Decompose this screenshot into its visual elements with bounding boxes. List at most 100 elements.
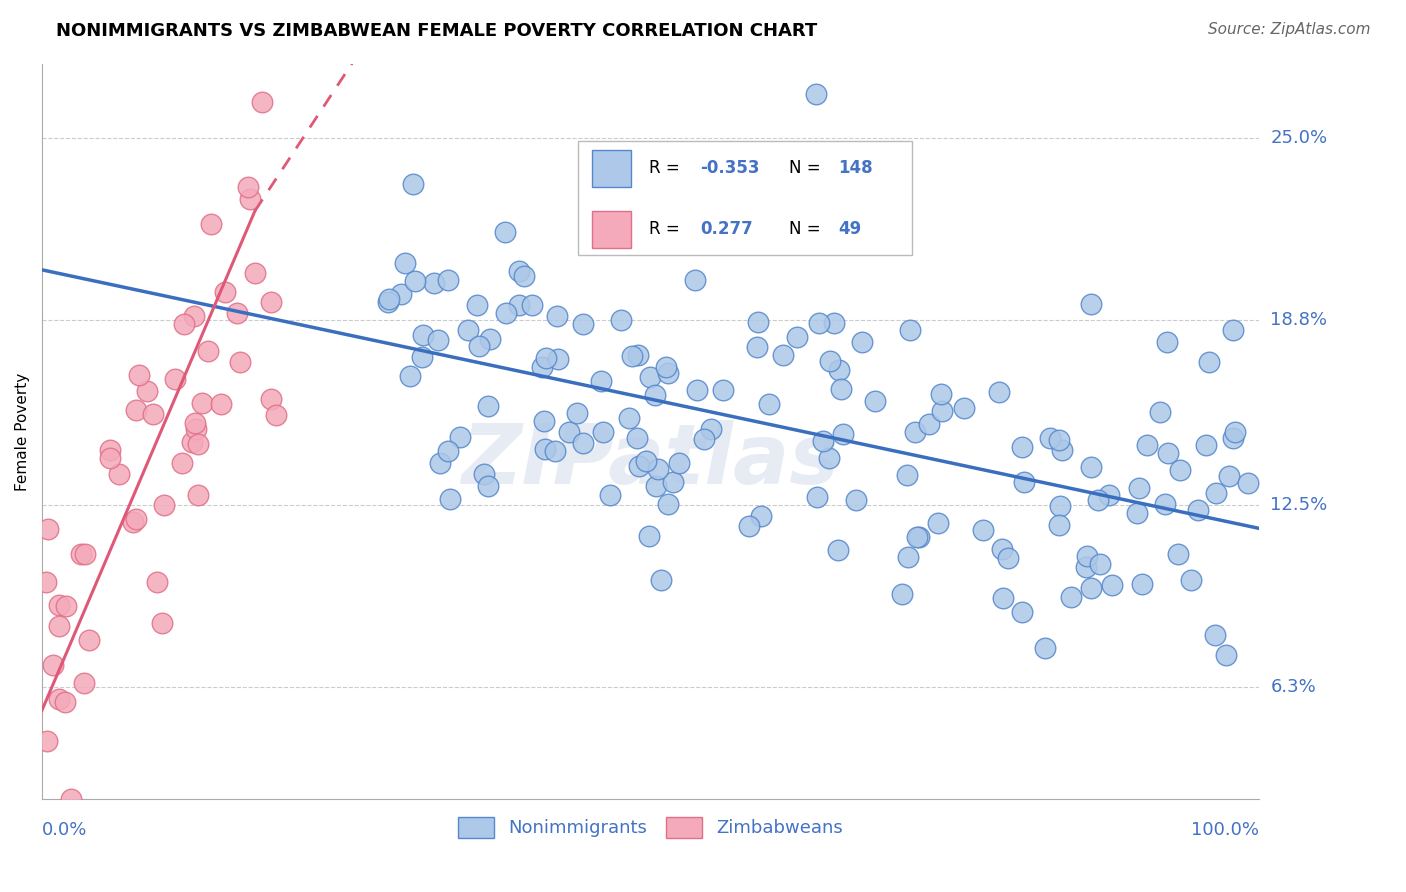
- Point: [163, 372, 186, 386]
- Text: 49: 49: [838, 220, 862, 238]
- Point: [638, 528, 661, 542]
- Point: [146, 574, 169, 589]
- Point: [128, 368, 150, 382]
- Point: [48, 598, 70, 612]
- Point: [647, 462, 669, 476]
- Point: [1039, 432, 1062, 446]
- Point: [1080, 459, 1102, 474]
- Point: [806, 491, 828, 505]
- Point: [1014, 475, 1036, 489]
- Point: [668, 456, 690, 470]
- Point: [214, 285, 236, 300]
- Point: [908, 530, 931, 544]
- Point: [531, 360, 554, 375]
- Point: [820, 354, 842, 368]
- Point: [422, 277, 444, 291]
- Point: [186, 422, 208, 436]
- Text: R =: R =: [650, 160, 685, 178]
- Text: 0.0%: 0.0%: [42, 821, 87, 839]
- Point: [209, 396, 232, 410]
- Point: [59, 792, 82, 806]
- Point: [650, 573, 672, 587]
- Point: [1087, 493, 1109, 508]
- Point: [533, 414, 555, 428]
- Text: Source: ZipAtlas.com: Source: ZipAtlas.com: [1208, 22, 1371, 37]
- Point: [495, 306, 517, 320]
- Point: [644, 388, 666, 402]
- Point: [546, 310, 568, 324]
- Point: [536, 351, 558, 365]
- Point: [747, 315, 769, 329]
- Point: [108, 467, 131, 482]
- Point: [543, 443, 565, 458]
- Point: [929, 386, 952, 401]
- Point: [399, 368, 422, 383]
- Point: [427, 334, 450, 348]
- Point: [591, 375, 613, 389]
- Point: [449, 430, 471, 444]
- Point: [70, 547, 93, 561]
- Point: [1198, 355, 1220, 369]
- Point: [851, 334, 873, 349]
- Point: [55, 599, 77, 614]
- Point: [737, 518, 759, 533]
- Point: [252, 95, 274, 110]
- Point: [197, 344, 219, 359]
- Point: [1098, 488, 1121, 502]
- Text: 0.277: 0.277: [700, 220, 754, 238]
- Point: [636, 453, 658, 467]
- Point: [804, 87, 827, 102]
- Point: [823, 316, 845, 330]
- FancyBboxPatch shape: [592, 150, 631, 186]
- Point: [513, 269, 536, 284]
- Point: [1195, 438, 1218, 452]
- Text: R =: R =: [650, 220, 690, 238]
- Point: [53, 695, 76, 709]
- Text: N =: N =: [789, 160, 827, 178]
- Point: [786, 330, 808, 344]
- Point: [508, 263, 530, 277]
- Point: [457, 323, 479, 337]
- Point: [972, 523, 994, 537]
- Point: [260, 392, 283, 406]
- Point: [1076, 549, 1098, 564]
- Point: [1149, 405, 1171, 419]
- Text: 148: 148: [838, 160, 873, 178]
- Point: [662, 475, 685, 489]
- Point: [655, 359, 678, 374]
- Point: [1215, 648, 1237, 663]
- Point: [827, 362, 849, 376]
- FancyBboxPatch shape: [578, 141, 912, 255]
- Point: [412, 327, 434, 342]
- Point: [411, 351, 433, 365]
- Point: [617, 410, 640, 425]
- Point: [731, 208, 754, 222]
- Point: [136, 384, 159, 399]
- Y-axis label: Female Poverty: Female Poverty: [15, 372, 30, 491]
- Point: [621, 349, 644, 363]
- Point: [896, 468, 918, 483]
- Point: [125, 511, 148, 525]
- Point: [952, 401, 974, 415]
- Point: [830, 382, 852, 396]
- Point: [991, 541, 1014, 556]
- Point: [73, 676, 96, 690]
- Point: [1205, 485, 1227, 500]
- Point: [468, 339, 491, 353]
- Point: [180, 434, 202, 449]
- Point: [1218, 469, 1240, 483]
- Point: [229, 355, 252, 369]
- Point: [73, 547, 96, 561]
- Point: [657, 366, 679, 380]
- Point: [831, 426, 853, 441]
- Point: [993, 591, 1015, 605]
- Point: [1237, 476, 1260, 491]
- Point: [896, 549, 918, 564]
- Point: [997, 550, 1019, 565]
- Point: [429, 457, 451, 471]
- Point: [638, 369, 661, 384]
- Point: [690, 216, 713, 230]
- Text: 100.0%: 100.0%: [1191, 821, 1260, 839]
- Point: [436, 273, 458, 287]
- Point: [863, 394, 886, 409]
